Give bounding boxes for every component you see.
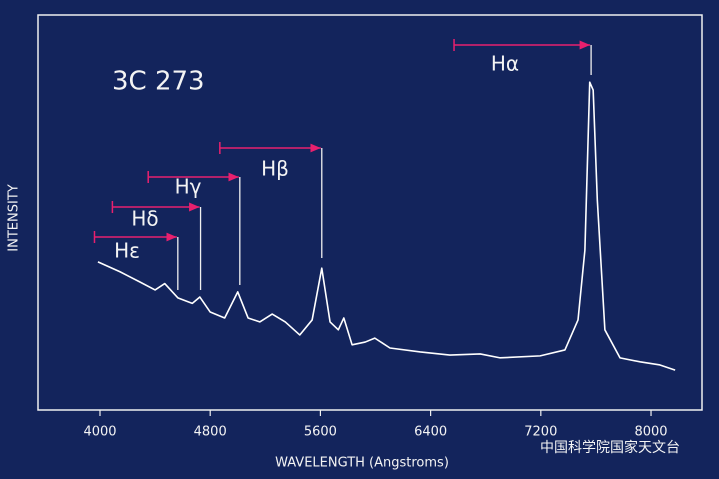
annotation-label: Hα	[491, 52, 519, 76]
x-tick-label: 8000	[634, 425, 667, 440]
annotation-label: Hγ	[175, 175, 202, 199]
annotation-label: Hβ	[261, 157, 289, 181]
annotation-label: Hδ	[131, 207, 158, 231]
x-tick-label: 7200	[524, 425, 557, 440]
chart-title: 3C 273	[112, 67, 205, 97]
x-axis-label: WAVELENGTH (Angstroms)	[275, 456, 449, 471]
annotation-label: Hε	[114, 239, 140, 263]
x-tick-label: 6400	[414, 425, 447, 440]
x-tick-label: 5600	[304, 425, 337, 440]
plot-frame	[37, 14, 703, 411]
x-tick-label: 4800	[194, 425, 227, 440]
y-axis-label: INTENSITY	[7, 184, 22, 251]
x-tick-label: 4000	[83, 425, 116, 440]
watermark: 中国科学院国家天文台	[540, 439, 680, 456]
spectrum-line	[97, 81, 676, 371]
